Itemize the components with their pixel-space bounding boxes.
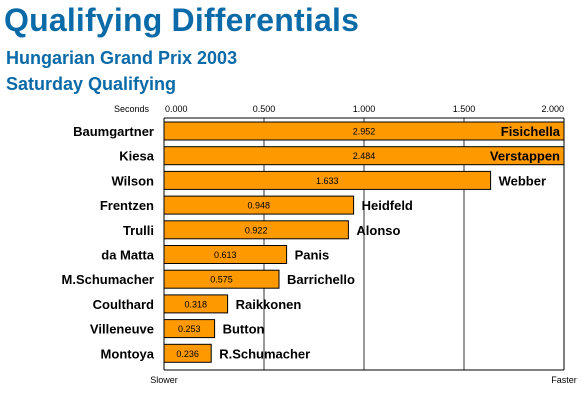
faster-driver-label: Fisichella: [501, 124, 561, 139]
slower-driver-label: Wilson: [112, 173, 155, 188]
x-tick-label: 1.500: [453, 104, 476, 114]
chart-tick-labels: 0.000 0.500 1.000 1.500 2.000: [165, 104, 564, 114]
faster-driver-label: Raikkonen: [236, 297, 302, 312]
bar: [163, 195, 355, 215]
bar-value-label: 0.948: [248, 201, 271, 211]
bar: [163, 220, 349, 240]
bar: [163, 294, 229, 314]
bar-value-label: 2.484: [353, 151, 376, 161]
bar-value-label: 0.575: [210, 275, 233, 285]
slower-driver-label: Coulthard: [93, 297, 154, 312]
x-tick-label: 0.500: [253, 104, 276, 114]
slower-end-label: Slower: [150, 375, 178, 385]
faster-driver-label: Panis: [295, 248, 330, 263]
slower-driver-label: M.Schumacher: [62, 272, 154, 287]
bar: [163, 146, 565, 166]
bar: [163, 121, 565, 141]
chart-subtitle-session: Saturday Qualifying: [6, 74, 177, 94]
chart-subtitle-event: Hungarian Grand Prix 2003: [6, 48, 238, 68]
bar-value-label: 0.613: [214, 250, 237, 260]
faster-driver-label: Webber: [499, 173, 546, 188]
slower-driver-label: Frentzen: [100, 198, 154, 213]
faster-driver-label: Button: [223, 322, 265, 337]
bar: [163, 343, 212, 363]
bar: [163, 245, 288, 264]
x-axis-label: Seconds: [114, 104, 150, 114]
chart-bars: 2.952 Baumgartner Fisichella 2.484 Kiesa Vers…: [62, 121, 565, 363]
bar-value-label: 0.253: [178, 324, 201, 334]
x-tick-label: 2.000: [541, 104, 564, 114]
bar: [163, 170, 492, 190]
faster-driver-label: Verstappen: [490, 149, 560, 164]
faster-end-label: Faster: [551, 375, 577, 385]
slower-driver-label: Trulli: [123, 223, 154, 238]
bar-value-label: 0.236: [176, 349, 199, 359]
bar: [163, 269, 280, 289]
slower-driver-label: Baumgartner: [73, 124, 154, 139]
faster-driver-label: Barrichello: [287, 272, 355, 287]
faster-driver-label: Heidfeld: [362, 198, 413, 213]
slower-driver-label: Montoya: [101, 346, 155, 361]
bar-value-label: 0.318: [185, 299, 208, 309]
faster-driver-label: Alonso: [356, 223, 400, 238]
slower-driver-label: Kiesa: [119, 149, 154, 164]
bar-value-label: 1.633: [316, 176, 339, 186]
bar-value-label: 0.922: [245, 225, 268, 235]
x-tick-label: 1.000: [353, 104, 376, 114]
slower-driver-label: Villeneuve: [90, 322, 154, 337]
bar-value-label: 2.952: [353, 127, 376, 137]
faster-driver-label: R.Schumacher: [219, 346, 310, 361]
slower-driver-label: da Matta: [101, 248, 155, 263]
chart-title: Qualifying Differentials: [4, 2, 360, 38]
bar: [163, 319, 216, 339]
x-tick-label: 0.000: [165, 104, 188, 114]
